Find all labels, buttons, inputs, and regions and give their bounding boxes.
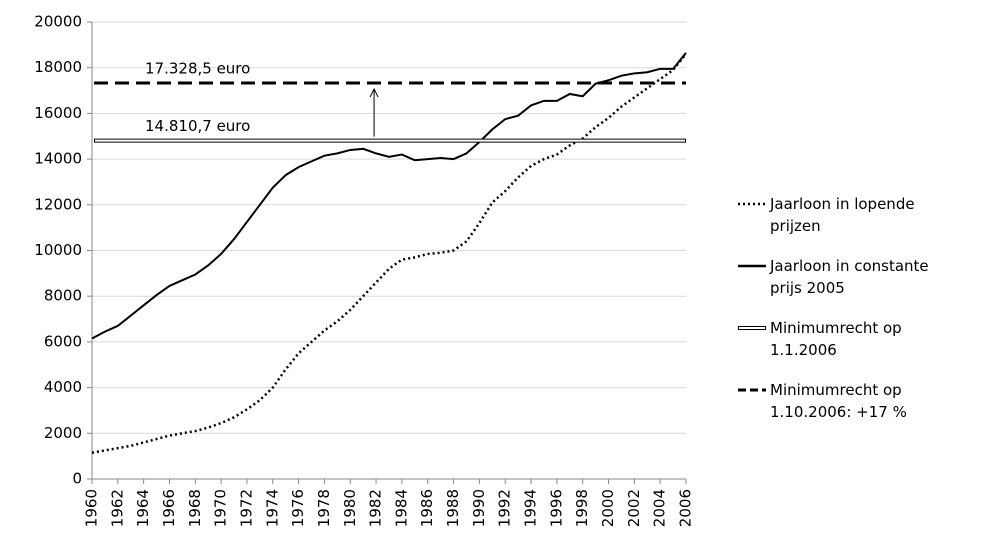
reference-label: 17.328,5 euro xyxy=(145,60,250,78)
x-tick-label: 1982 xyxy=(367,489,385,527)
x-tick-label: 1978 xyxy=(315,489,333,527)
x-tick-label: 1980 xyxy=(341,489,359,527)
x-tick-label: 1974 xyxy=(263,489,281,527)
x-tick-label: 1968 xyxy=(186,489,204,527)
y-tick-label: 2000 xyxy=(44,424,82,442)
y-tick-label: 18000 xyxy=(34,58,82,76)
y-tick-label: 16000 xyxy=(34,104,82,122)
x-tick-label: 1962 xyxy=(108,489,126,527)
reference-label: 14.810,7 euro xyxy=(145,117,250,135)
x-tick-label: 2002 xyxy=(625,489,643,527)
y-tick-label: 10000 xyxy=(34,241,82,259)
y-tick-label: 6000 xyxy=(44,332,82,350)
x-tick-label: 1986 xyxy=(418,489,436,527)
legend-label: Jaarloon in lopende prijzen xyxy=(769,195,915,235)
legend-label: Minimumrecht op 1.10.2006: +17 % xyxy=(770,381,907,421)
x-tick-label: 1966 xyxy=(160,489,178,527)
x-tick-label: 2004 xyxy=(651,489,669,527)
line-series xyxy=(91,53,687,454)
x-tick-label: 1992 xyxy=(496,489,514,527)
x-tick-label: 1990 xyxy=(470,489,488,527)
legend-label: Jaarloon in constante prijs 2005 xyxy=(769,257,929,297)
x-tick-label: 1970 xyxy=(212,489,230,527)
x-tick-label: 1984 xyxy=(392,489,410,527)
y-tick-label: 14000 xyxy=(34,150,82,168)
x-tick-label: 1960 xyxy=(83,489,101,527)
x-tick-label: 2000 xyxy=(599,489,617,527)
x-tick-label: 1994 xyxy=(522,489,540,527)
x-tick-label: 2006 xyxy=(677,489,695,527)
line-series xyxy=(91,52,687,340)
y-tick-label: 0 xyxy=(72,470,82,488)
legend-label: Minimumrecht op 1.1.2006 xyxy=(770,319,902,359)
x-tick-label: 1998 xyxy=(573,489,591,527)
y-tick-label: 8000 xyxy=(44,287,82,305)
x-tick-label: 1976 xyxy=(289,489,307,527)
y-tick-label: 12000 xyxy=(34,195,82,213)
x-tick-label: 1964 xyxy=(134,489,152,527)
arrow-head xyxy=(369,87,379,98)
x-tick-label: 1972 xyxy=(237,489,255,527)
y-tick-label: 20000 xyxy=(34,13,82,31)
x-tick-label: 1996 xyxy=(547,489,565,527)
y-tick-label: 4000 xyxy=(44,378,82,396)
x-tick-label: 1988 xyxy=(444,489,462,527)
